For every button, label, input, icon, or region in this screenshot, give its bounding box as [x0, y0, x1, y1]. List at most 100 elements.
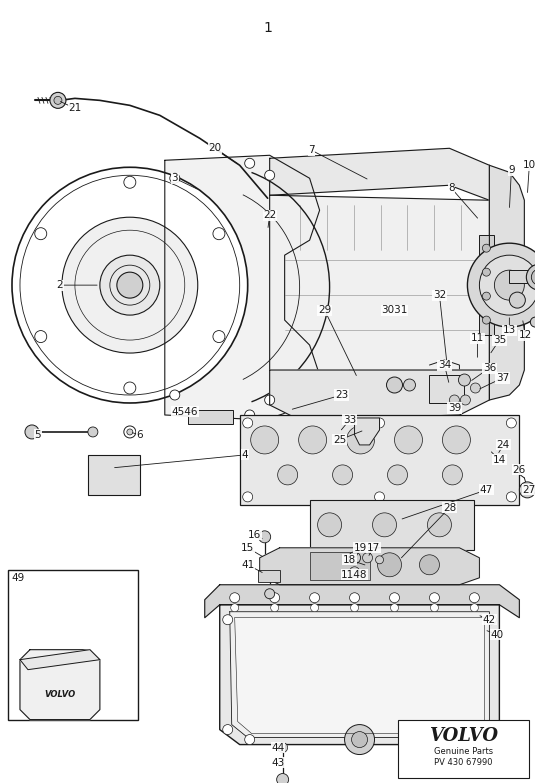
Circle shape: [170, 390, 180, 400]
Circle shape: [318, 513, 341, 537]
Text: 12: 12: [519, 330, 532, 340]
Text: 42: 42: [483, 615, 496, 625]
Text: 33: 33: [343, 415, 356, 425]
Circle shape: [420, 555, 440, 575]
Text: 20: 20: [208, 143, 221, 153]
Text: 41: 41: [241, 560, 254, 570]
Text: 34: 34: [438, 360, 451, 370]
Circle shape: [270, 593, 280, 603]
Circle shape: [230, 604, 239, 612]
Circle shape: [373, 513, 397, 537]
Circle shape: [470, 593, 479, 603]
Circle shape: [243, 418, 252, 428]
Circle shape: [442, 426, 471, 454]
Text: 16: 16: [248, 530, 262, 539]
Circle shape: [271, 604, 279, 612]
Text: 37: 37: [496, 373, 509, 383]
Circle shape: [482, 268, 490, 276]
Circle shape: [391, 604, 398, 612]
Bar: [8, 570, 138, 720]
Circle shape: [124, 426, 136, 438]
Text: VOLVO: VOLVO: [429, 727, 498, 745]
Text: 36: 36: [483, 363, 496, 373]
Text: 23: 23: [335, 390, 348, 400]
Bar: [258, 570, 280, 582]
Text: 39: 39: [448, 403, 461, 413]
Circle shape: [530, 317, 536, 327]
Circle shape: [467, 244, 536, 327]
Text: 27: 27: [523, 485, 536, 495]
Circle shape: [245, 410, 255, 420]
Circle shape: [35, 228, 47, 240]
Bar: [310, 500, 474, 550]
Circle shape: [124, 176, 136, 188]
Text: 17: 17: [367, 543, 380, 553]
Circle shape: [507, 492, 516, 502]
Polygon shape: [270, 148, 489, 200]
Circle shape: [458, 374, 471, 386]
Text: 5: 5: [35, 430, 41, 440]
Text: 24: 24: [497, 440, 510, 450]
Text: 8: 8: [448, 183, 455, 193]
Polygon shape: [20, 650, 100, 669]
Circle shape: [519, 482, 535, 498]
Circle shape: [509, 292, 525, 308]
Text: 21: 21: [68, 103, 81, 114]
Circle shape: [349, 567, 360, 577]
Circle shape: [278, 742, 288, 752]
Circle shape: [35, 330, 47, 342]
Circle shape: [348, 552, 361, 564]
Circle shape: [88, 427, 98, 437]
Text: PV 430 67990: PV 430 67990: [434, 758, 493, 767]
Polygon shape: [354, 418, 379, 445]
Circle shape: [170, 173, 180, 183]
Circle shape: [117, 272, 143, 298]
Circle shape: [311, 604, 318, 612]
Text: 2: 2: [57, 280, 63, 290]
Circle shape: [375, 492, 384, 502]
Circle shape: [223, 724, 233, 734]
Circle shape: [507, 418, 516, 428]
Polygon shape: [489, 165, 524, 400]
Text: 44: 44: [271, 742, 284, 752]
Text: 3: 3: [172, 173, 178, 183]
Text: 9: 9: [508, 165, 515, 175]
Circle shape: [394, 426, 422, 454]
Circle shape: [213, 330, 225, 342]
Text: VOLVO: VOLVO: [44, 690, 76, 699]
Circle shape: [429, 593, 440, 603]
Polygon shape: [270, 370, 489, 420]
Circle shape: [450, 395, 459, 405]
Circle shape: [265, 395, 274, 405]
Text: 47: 47: [480, 485, 493, 495]
Circle shape: [388, 465, 407, 485]
Circle shape: [377, 553, 401, 577]
Circle shape: [428, 513, 451, 537]
Text: 19: 19: [354, 543, 367, 553]
Polygon shape: [235, 618, 485, 734]
Text: 11: 11: [471, 333, 484, 343]
Circle shape: [482, 316, 490, 324]
Circle shape: [486, 724, 496, 734]
Text: 18: 18: [343, 555, 356, 565]
Text: 10: 10: [523, 161, 536, 170]
Circle shape: [243, 492, 252, 502]
Circle shape: [404, 379, 415, 391]
Text: 22: 22: [263, 210, 276, 220]
Circle shape: [213, 228, 225, 240]
Circle shape: [460, 395, 471, 405]
Text: 4546: 4546: [172, 407, 198, 417]
Text: 49: 49: [11, 573, 25, 583]
Circle shape: [352, 731, 368, 748]
Text: 15: 15: [241, 543, 254, 553]
Circle shape: [25, 425, 39, 439]
Bar: [188, 410, 233, 424]
Circle shape: [245, 734, 255, 745]
Circle shape: [482, 292, 490, 300]
Text: 13: 13: [503, 325, 516, 335]
Circle shape: [251, 426, 279, 454]
Circle shape: [471, 604, 479, 612]
Polygon shape: [259, 548, 479, 585]
Bar: [88, 455, 140, 495]
Circle shape: [471, 383, 480, 393]
